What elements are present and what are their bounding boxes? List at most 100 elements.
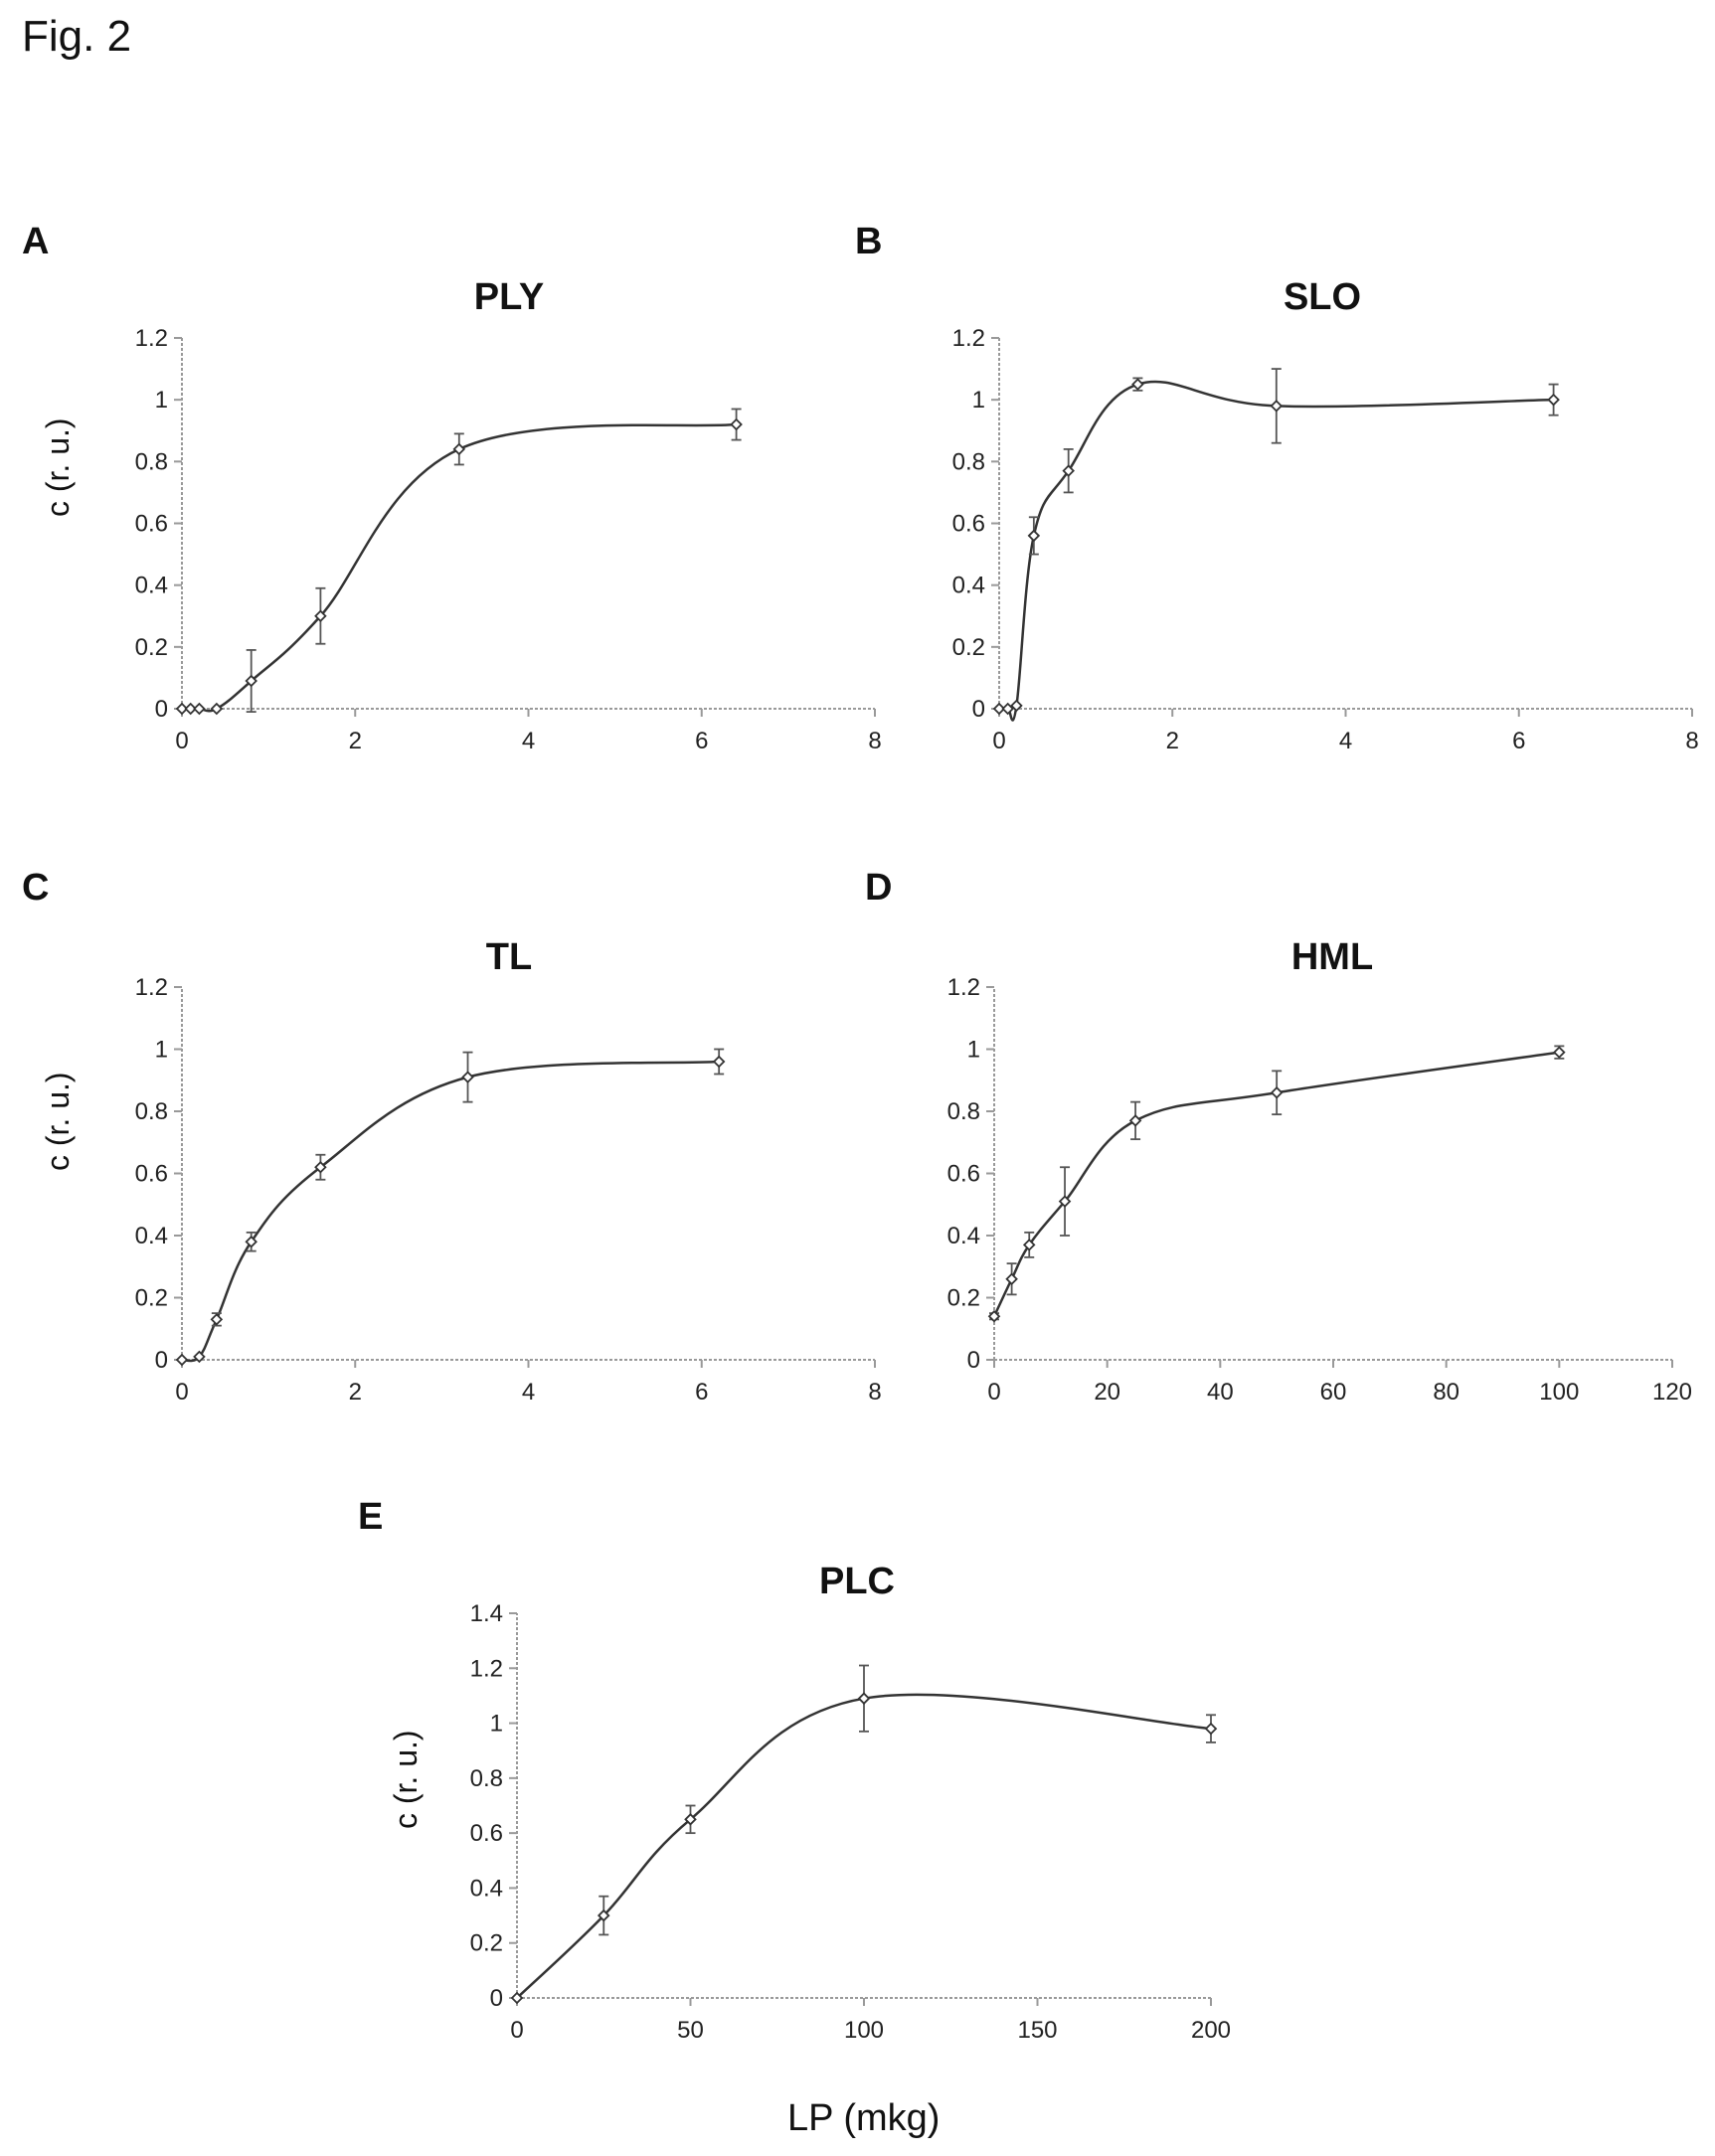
x-tick-label: 2	[1166, 728, 1179, 754]
chart-b: 0 0.2 0.4 0.6 0.8 1 1.2 0 2 4 6 8	[952, 325, 1699, 754]
panel-label-b: B	[855, 221, 883, 262]
y-tick-label: 0.8	[470, 1765, 503, 1792]
x-tick-label: 40	[1207, 1379, 1234, 1406]
y-tick-label: 0.2	[470, 1930, 503, 1957]
x-tick-label: 8	[868, 1379, 881, 1406]
series-line	[181, 1060, 720, 1363]
data-point	[1058, 1195, 1072, 1208]
x-tick-label: 0	[175, 1379, 188, 1406]
y-tick-label: 0.8	[947, 1098, 980, 1125]
chart-title-plc: PLC	[819, 1561, 895, 1602]
data-point	[210, 702, 224, 716]
chart-title-tl: TL	[485, 936, 533, 978]
x-tick-label: 6	[695, 728, 708, 754]
data-point	[193, 702, 206, 716]
data-point	[461, 1071, 474, 1083]
data-point	[1204, 1722, 1218, 1736]
chart-a: 0 0.2 0.4 0.6 0.8 1 1.2 0 2 4 6 8	[135, 325, 882, 754]
x-tick-label: 100	[1539, 1379, 1579, 1406]
y-tick-label: 1	[155, 1037, 168, 1064]
x-tick-label: 50	[677, 2017, 704, 2044]
x-tick-label: 120	[1652, 1379, 1692, 1406]
data-point	[1010, 699, 1023, 713]
panel-label-c: C	[22, 867, 50, 909]
data-point	[314, 1160, 327, 1174]
data-point	[210, 1313, 224, 1326]
x-tick-label: 8	[1685, 728, 1698, 754]
y-tick-label: 1.2	[470, 1655, 503, 1682]
data-point	[1270, 1085, 1284, 1099]
data-point	[712, 1055, 726, 1069]
y-tick-label: 1	[490, 1711, 503, 1738]
y-tick-label: 1	[967, 1037, 980, 1064]
x-tick-label: 8	[868, 728, 881, 754]
chart-title-ply: PLY	[473, 276, 545, 318]
data-point	[597, 1908, 610, 1922]
data-point	[1062, 464, 1075, 477]
data-point	[730, 417, 743, 431]
x-tick-label: 4	[1339, 728, 1352, 754]
y-tick-label: 0	[972, 696, 985, 723]
y-tick-label: 0.8	[952, 448, 985, 475]
x-tick-label: 0	[987, 1379, 1000, 1406]
x-tick-label: 200	[1191, 2017, 1231, 2044]
chart-title-hml: HML	[1290, 936, 1374, 978]
data-point	[1022, 1239, 1036, 1251]
x-tick-label: 4	[522, 728, 535, 754]
y-tick-label: 1.2	[135, 325, 168, 352]
chart-d: 0 0.2 0.4 0.6 0.8 1 1.2 0 20 40 60 80 100 120	[947, 974, 1692, 1406]
y-tick-label: 0.4	[135, 573, 168, 599]
y-tick-label: 1.2	[952, 325, 985, 352]
x-tick-label: 100	[844, 2017, 884, 2044]
data-point	[1131, 378, 1144, 391]
y-tick-label: 1	[155, 387, 168, 414]
y-tick-label: 1.4	[470, 1600, 503, 1627]
x-tick-label: 2	[349, 728, 362, 754]
y-tick-label: 0.8	[135, 1098, 168, 1125]
y-tick-label: 0.4	[470, 1875, 503, 1902]
y-tick-label: 0.6	[470, 1820, 503, 1847]
y-tick-label: 0.2	[135, 1285, 168, 1312]
y-tick-label: 0.6	[135, 511, 168, 538]
y-axis-label-c: c (r. u.)	[40, 1072, 76, 1171]
y-tick-label: 0.2	[947, 1285, 980, 1312]
series-line	[182, 422, 737, 713]
y-tick-label: 0	[155, 1347, 168, 1374]
data-point	[245, 1235, 257, 1248]
series-line	[992, 1051, 1560, 1317]
y-tick-label: 0.6	[952, 511, 985, 538]
data-point	[1128, 1114, 1142, 1127]
x-tick-label: 60	[1320, 1379, 1347, 1406]
x-tick-label: 6	[695, 1379, 708, 1406]
x-tick-label: 0	[992, 728, 1005, 754]
y-tick-label: 0.2	[135, 634, 168, 661]
panel-label-a: A	[22, 221, 50, 262]
x-tick-label: 2	[349, 1379, 362, 1406]
data-point	[1553, 1046, 1566, 1059]
x-tick-label: 20	[1094, 1379, 1120, 1406]
y-tick-label: 0.6	[135, 1161, 168, 1188]
y-tick-label: 1.2	[135, 974, 168, 1001]
data-point	[175, 1353, 189, 1367]
data-point	[987, 1309, 1001, 1323]
data-point	[314, 609, 327, 623]
data-point	[193, 1350, 206, 1364]
y-tick-label: 0.4	[135, 1223, 168, 1249]
data-point	[1547, 393, 1560, 407]
y-tick-label: 0.6	[947, 1161, 980, 1188]
y-tick-label: 1	[972, 387, 985, 414]
y-tick-label: 0.4	[947, 1223, 980, 1249]
figure-label: Fig. 2	[22, 12, 132, 61]
data-point	[1005, 1272, 1018, 1286]
series-line	[516, 1693, 1212, 1999]
data-point	[245, 674, 257, 688]
data-point	[452, 442, 466, 456]
y-tick-label: 0.8	[135, 448, 168, 475]
y-tick-label: 0	[155, 696, 168, 723]
x-tick-label: 4	[522, 1379, 535, 1406]
data-point	[1027, 529, 1041, 543]
panel-label-e: E	[358, 1496, 384, 1538]
x-tick-label: 6	[1512, 728, 1525, 754]
x-tick-label: 150	[1017, 2017, 1057, 2044]
